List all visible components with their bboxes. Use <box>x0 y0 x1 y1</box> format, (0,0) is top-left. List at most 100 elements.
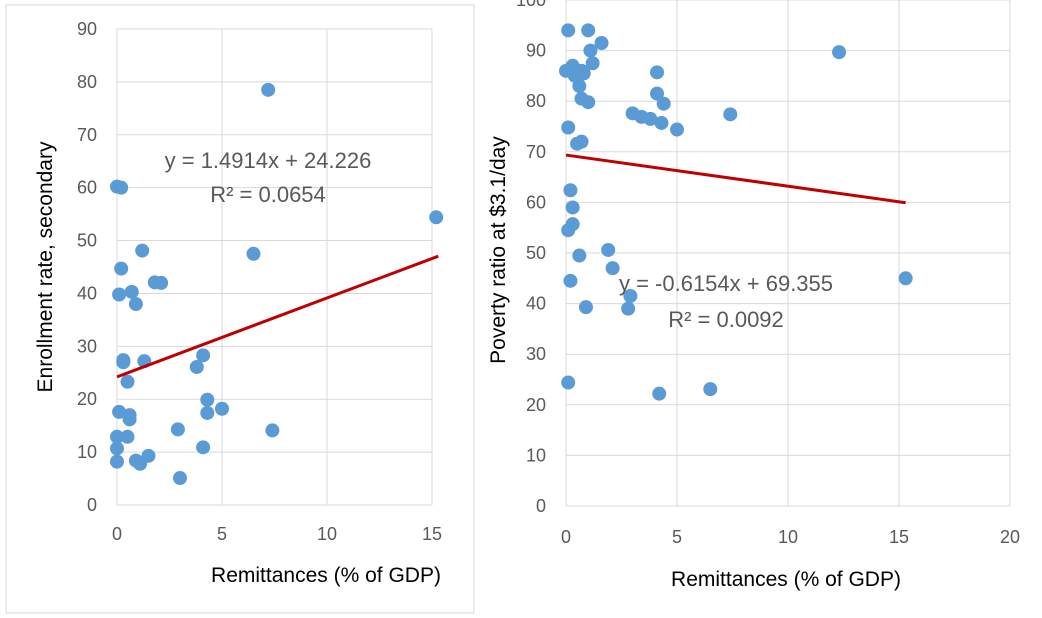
data-point <box>200 405 215 420</box>
data-point <box>561 120 576 135</box>
r-squared-label: R² = 0.0654 <box>210 182 326 207</box>
y-tick-label: 40 <box>526 294 546 314</box>
x-tick-label: 15 <box>889 527 909 547</box>
data-point <box>122 412 137 427</box>
data-point <box>585 56 600 71</box>
y-tick-label: 20 <box>77 389 97 409</box>
data-point <box>650 65 665 80</box>
data-point <box>120 429 135 444</box>
data-point <box>563 273 578 288</box>
y-tick-label: 10 <box>77 442 97 462</box>
data-point <box>594 36 609 51</box>
trend-equation: y = 1.4914x + 24.226 <box>165 148 372 173</box>
data-point <box>120 374 135 389</box>
data-point <box>110 454 124 469</box>
data-point <box>563 183 578 198</box>
data-point <box>135 243 150 258</box>
y-tick-label: 0 <box>87 495 97 515</box>
data-point <box>832 45 847 60</box>
left-chart-frame <box>5 4 475 614</box>
data-point <box>114 261 129 276</box>
y-tick-label: 80 <box>77 72 97 92</box>
data-point <box>650 86 665 101</box>
data-point <box>572 248 587 263</box>
data-point <box>200 392 215 407</box>
data-point <box>656 96 671 111</box>
data-point <box>565 200 580 215</box>
x-tick-label: 10 <box>778 527 798 547</box>
y-axis-title: Poverty ratio at $3.1/day <box>487 136 510 364</box>
data-point <box>670 122 684 137</box>
data-point <box>196 440 211 455</box>
r-squared-label: R² = 0.0092 <box>668 307 784 332</box>
y-tick-label: 90 <box>526 41 546 61</box>
data-point <box>583 43 598 58</box>
y-tick-label: 40 <box>77 283 97 303</box>
y-axis-title: Enrollment rate, secondary <box>34 141 57 392</box>
data-point <box>246 246 261 261</box>
trend-equation: y = -0.6154x + 69.355 <box>619 271 833 296</box>
data-point <box>114 180 129 195</box>
data-point <box>654 115 669 130</box>
y-tick-label: 60 <box>77 178 97 198</box>
data-point <box>581 95 596 110</box>
data-point <box>572 79 587 94</box>
x-tick-label: 10 <box>317 524 337 544</box>
x-tick-label: 5 <box>217 524 227 544</box>
y-tick-label: 100 <box>516 0 546 10</box>
data-point <box>561 23 576 38</box>
data-point <box>621 301 636 316</box>
x-tick-label: 5 <box>672 527 682 547</box>
data-point <box>189 359 204 374</box>
x-axis-title: Remittances (% of GDP) <box>211 564 441 587</box>
y-tick-label: 80 <box>526 91 546 111</box>
y-tick-label: 20 <box>526 395 546 415</box>
data-point <box>261 82 276 97</box>
data-point <box>561 223 576 238</box>
y-tick-label: 10 <box>526 445 546 465</box>
y-tick-label: 30 <box>77 336 97 356</box>
data-point <box>196 348 211 363</box>
data-point <box>110 429 124 444</box>
y-tick-label: 90 <box>77 19 97 39</box>
data-point <box>601 242 616 257</box>
data-point <box>128 297 143 312</box>
data-point <box>578 300 593 315</box>
data-point <box>215 401 229 416</box>
x-tick-label: 0 <box>112 524 122 544</box>
y-tick-label: 30 <box>526 344 546 364</box>
data-point <box>623 289 638 304</box>
data-point <box>173 471 187 486</box>
data-point <box>605 261 620 276</box>
data-point <box>561 375 576 390</box>
data-point <box>643 111 658 126</box>
y-tick-label: 60 <box>526 192 546 212</box>
data-point <box>581 23 596 38</box>
data-point <box>141 448 156 463</box>
data-point <box>898 271 913 286</box>
y-tick-label: 70 <box>526 142 546 162</box>
data-point <box>429 210 444 225</box>
y-tick-label: 0 <box>536 496 546 516</box>
data-point <box>652 386 667 401</box>
data-point <box>703 382 718 397</box>
data-point <box>110 441 124 456</box>
y-tick-label: 70 <box>77 125 97 145</box>
y-tick-label: 50 <box>526 243 546 263</box>
data-point <box>170 422 185 437</box>
data-point <box>112 404 127 419</box>
trendline <box>565 153 906 205</box>
left-scatter-chart: 0 10 20 30 40 50 60 70 80 90 0 5 10 15 Remittances (% … <box>34 19 444 587</box>
right-scatter-chart: 0 10 20 30 40 50 60 70 80 90 100 0 5 10 15 20 Remittance… <box>487 0 1020 591</box>
data-point <box>574 134 589 149</box>
y-tick-label: 50 <box>77 231 97 251</box>
trendline <box>116 254 439 379</box>
data-point <box>723 107 738 122</box>
data-point <box>124 284 139 299</box>
data-point <box>112 287 127 302</box>
x-tick-label: 15 <box>422 524 442 544</box>
data-point <box>116 355 131 370</box>
data-point <box>154 275 169 290</box>
x-tick-label: 0 <box>561 527 571 547</box>
data-point <box>576 66 591 81</box>
